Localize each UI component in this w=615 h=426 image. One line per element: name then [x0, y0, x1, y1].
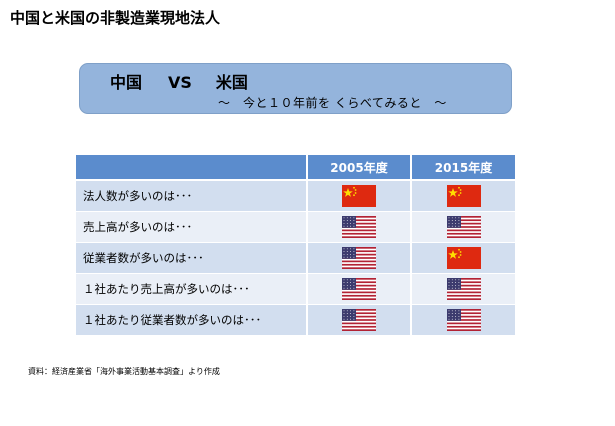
flag-cell-y2015: [410, 304, 515, 335]
usa-flag-icon: [342, 247, 376, 269]
usa-flag-icon: [446, 278, 481, 300]
banner-vs: VS: [168, 73, 192, 92]
row-label: １社あたり売上高が多いのは･･･: [76, 273, 307, 305]
flag-cell-y2015: [410, 211, 515, 243]
row-label: 法人数が多いのは･･･: [76, 179, 307, 212]
comparison-banner: 中国 VS 米国 ～ 今と１０年前を くらべてみると ～: [79, 63, 512, 114]
flag-cell-y2015: [410, 242, 515, 274]
usa-flag-icon: [446, 309, 481, 331]
row-label: 従業者数が多いのは･･･: [76, 242, 307, 274]
usa-flag-icon: [446, 216, 481, 238]
flag-cell-y2005: [306, 242, 411, 274]
usa-flag-icon: [342, 278, 376, 300]
source-footnote: 資料：経済産業省「海外事業活動基本調査」より作成: [28, 367, 220, 376]
banner-country-left: 中国: [110, 73, 143, 92]
flag-cell-y2015: [410, 179, 515, 212]
row-label: 売上高が多いのは･･･: [76, 211, 307, 243]
flag-cell-y2015: [410, 273, 515, 305]
table-header-row: 2005年度 2015年度: [76, 155, 515, 181]
flag-cell-y2005: [306, 273, 411, 305]
table-row: 売上高が多いのは･･･: [76, 211, 515, 243]
header-2005: 2005年度: [306, 155, 411, 181]
flag-cell-y2005: [306, 304, 411, 335]
china-flag-icon: [446, 247, 481, 269]
usa-flag-icon: [342, 216, 376, 238]
usa-flag-icon: [342, 309, 376, 331]
table-row: １社あたり売上高が多いのは･･･: [76, 273, 515, 305]
china-flag-icon: [342, 185, 376, 207]
comparison-table: 2005年度 2015年度 法人数が多いのは･･･ 売上高が多いのは･･･ 従業者数…: [76, 155, 515, 335]
banner-country-right: 米国: [215, 73, 248, 92]
flag-cell-y2005: [306, 179, 411, 212]
table-row: 従業者数が多いのは･･･: [76, 242, 515, 274]
flag-cell-y2005: [306, 211, 411, 243]
banner-heading: 中国 VS 米国: [110, 69, 248, 93]
china-flag-icon: [446, 185, 481, 207]
table-row: 法人数が多いのは･･･: [76, 179, 515, 212]
banner-subtitle: ～ 今と１０年前を くらべてみると ～: [218, 96, 447, 110]
page-title: 中国と米国の非製造業現地法人: [10, 9, 221, 27]
header-2015: 2015年度: [410, 155, 515, 181]
header-blank: [76, 155, 307, 181]
table-row: １社あたり従業者数が多いのは･･･: [76, 304, 515, 335]
row-label: １社あたり従業者数が多いのは･･･: [76, 304, 307, 335]
